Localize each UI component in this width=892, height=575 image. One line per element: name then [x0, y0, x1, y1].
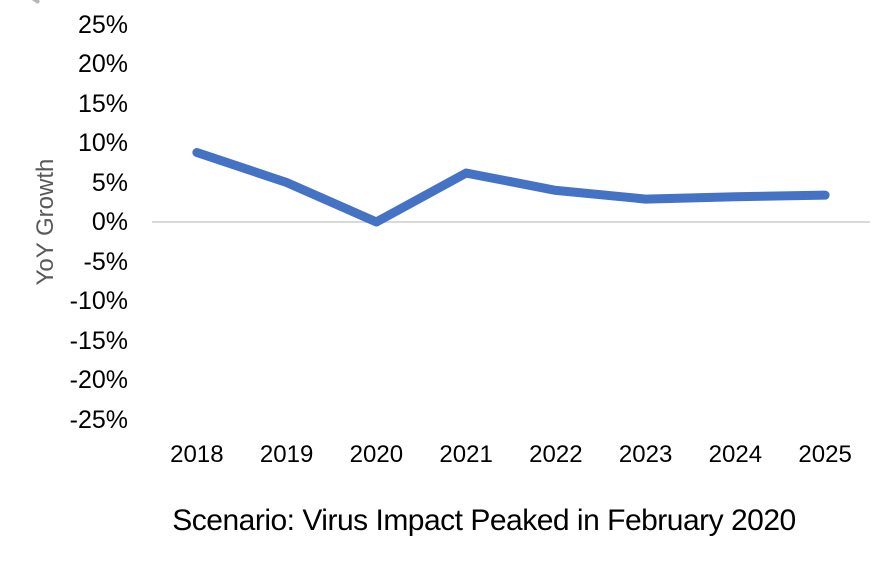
y-tick-label: 20% [77, 50, 128, 78]
y-tick-label: -5% [83, 247, 128, 276]
y-tick-label: 10% [77, 129, 128, 157]
y-tick-label: -20% [69, 366, 128, 394]
y-tick-label: -15% [69, 326, 128, 355]
y-tick-label: 5% [91, 168, 128, 197]
x-tick-label: 2021 [439, 441, 493, 468]
x-tick-label: 2020 [349, 441, 404, 468]
y-tick-label: 0% [91, 208, 128, 236]
x-tick-label: 2019 [259, 441, 314, 468]
y-tick-label: 25% [77, 10, 128, 39]
x-tick-label: 2018 [170, 441, 224, 468]
yoy-growth-series-line [192, 147, 830, 227]
x-tick-label: 2024 [708, 441, 763, 468]
x-tick-label: 2023 [618, 441, 673, 468]
chart-title: Scenario: Virus Impact Peaked in Februar… [172, 504, 796, 537]
y-tick-label: -25% [69, 405, 128, 434]
x-tick-label: 2022 [529, 441, 583, 468]
y-tick-label: -10% [69, 287, 128, 315]
x-tick-label: 2025 [798, 441, 852, 468]
y-tick-label: 15% [77, 89, 128, 118]
